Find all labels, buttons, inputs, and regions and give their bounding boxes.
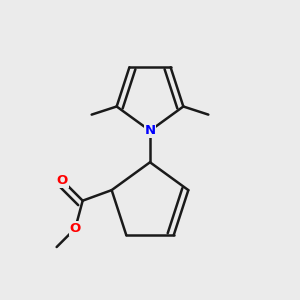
Text: O: O [70,222,81,235]
Text: O: O [57,174,68,187]
Text: N: N [144,124,156,137]
